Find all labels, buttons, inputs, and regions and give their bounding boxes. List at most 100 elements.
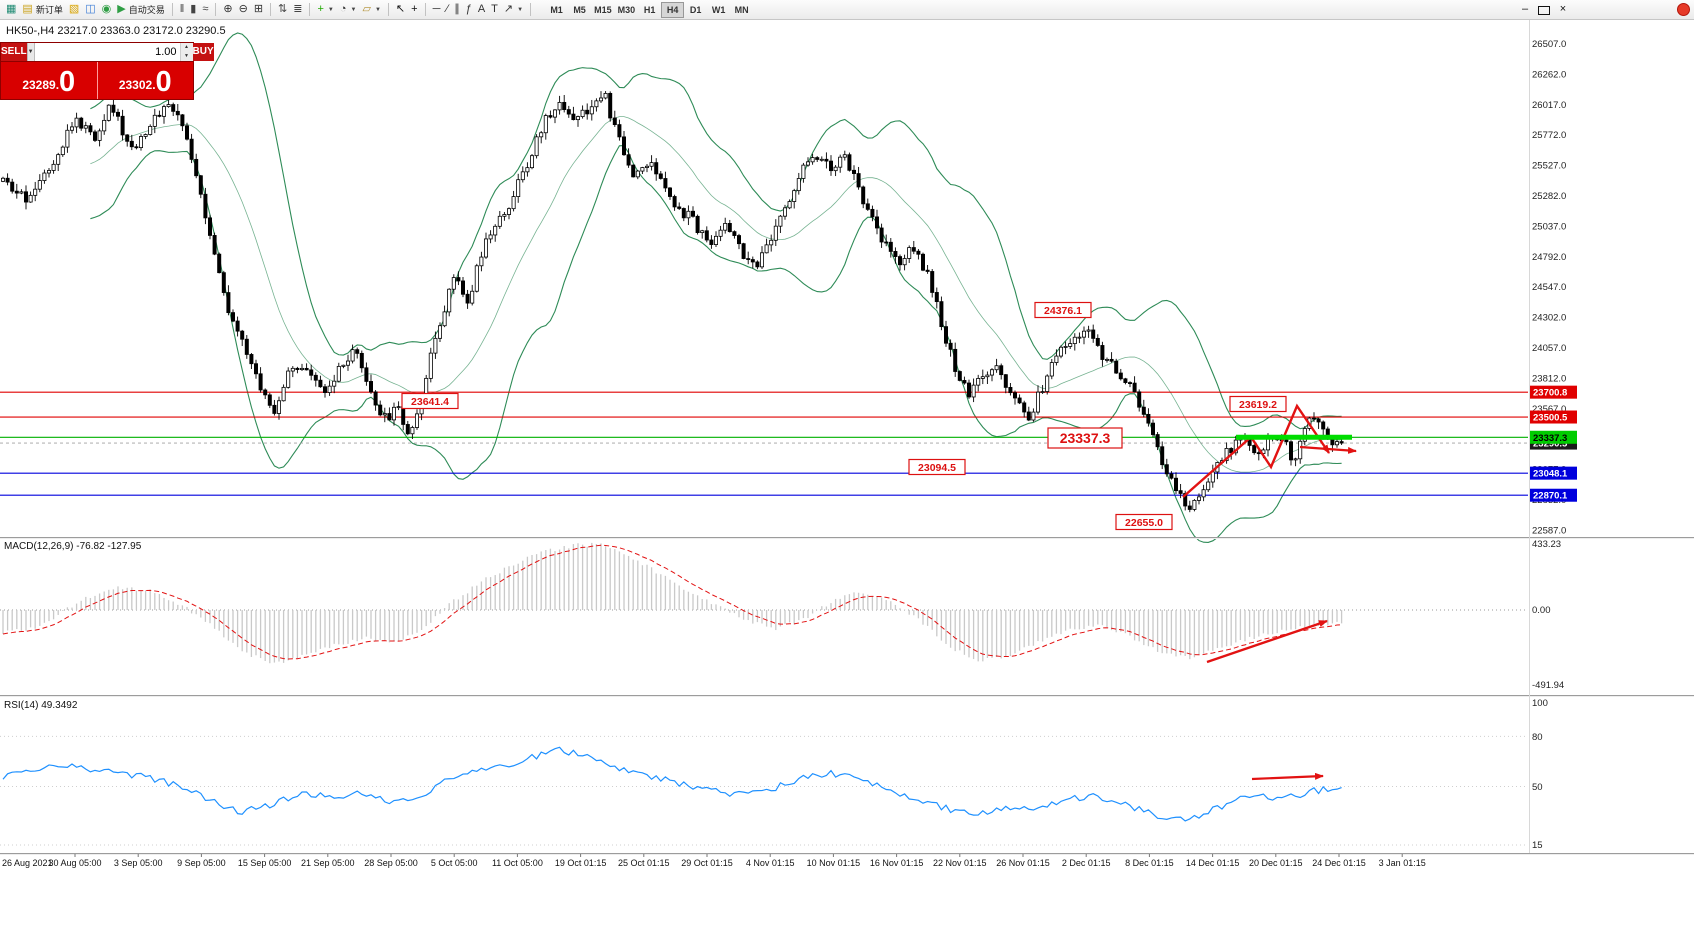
timeframe-h1[interactable]: H1 — [643, 4, 656, 15]
callout-box[interactable] — [908, 458, 966, 476]
svg-text:24547.0: 24547.0 — [1532, 282, 1566, 293]
horizontal-line-icon: ─ — [432, 3, 441, 15]
sell-price[interactable]: 23289. 0 — [1, 62, 97, 99]
svg-text:28 Sep 05:00: 28 Sep 05:00 — [364, 858, 418, 868]
help-info-icon[interactable]: ◉ — [99, 1, 115, 18]
sell-button[interactable]: SELL — [1, 43, 27, 61]
price-axis: 26507.0 26262.0 26017.0 25772.0 25527.0 25282… — [0, 20, 1694, 855]
callout-box[interactable] — [1047, 427, 1123, 449]
horizontal-line-icon[interactable]: ─ — [430, 1, 444, 18]
indicators-list-icon[interactable]: ≣ — [290, 1, 305, 18]
timeframe-h4[interactable]: H4 — [661, 1, 685, 18]
callout-text: 23337.3 — [1060, 430, 1111, 446]
trendline-icon[interactable]: ∕ — [443, 1, 451, 18]
close-icon[interactable]: × — [1559, 3, 1567, 15]
trade-controls-row: SELL ▼ ▲ ▼ BUY — [1, 43, 214, 62]
timeframe-w1[interactable]: W1 — [711, 4, 726, 15]
sell-price-main: 23289. — [22, 78, 60, 92]
svg-text:2 Dec 01:15: 2 Dec 01:15 — [1062, 858, 1111, 868]
svg-text:23567.0: 23567.0 — [1532, 404, 1566, 415]
svg-text:21 Sep 05:00: 21 Sep 05:00 — [301, 858, 355, 868]
toolbar-separator — [530, 3, 532, 16]
macd-trend-arrow[interactable] — [1206, 619, 1328, 664]
minimize-icon[interactable]: – — [1521, 3, 1529, 15]
toolbar-separator — [309, 3, 311, 16]
objects-list-icon[interactable]: ⇅ — [275, 1, 290, 18]
zoom-in-icon[interactable]: ⊕ — [220, 1, 235, 18]
order-type-dropdown-icon[interactable]: ▼ — [26, 43, 35, 61]
market-watch-icon[interactable]: ◫ — [82, 1, 98, 18]
horizontal-level-lines[interactable] — [0, 391, 1528, 496]
rsi-panel — [0, 735, 1528, 846]
trend-drawings[interactable] — [1182, 403, 1357, 781]
buy-button[interactable]: BUY — [192, 43, 214, 61]
periods-icon[interactable]: ◔ ▼ — [337, 1, 360, 18]
arrows-icon: ↗ — [503, 3, 514, 15]
toolbar-separator — [270, 3, 272, 16]
bar-chart-icon[interactable]: ‖ — [177, 1, 188, 18]
timeframe-mn[interactable]: MN — [734, 4, 749, 15]
fibonacci-icon[interactable]: ƒ — [463, 1, 475, 18]
crosshair-icon[interactable]: + — [408, 1, 420, 18]
tile-windows-icon[interactable]: ⊞ — [251, 1, 266, 18]
svg-text:25527.0: 25527.0 — [1532, 161, 1566, 172]
chart-title-ohlc: HK50-,H4 23217.0 23363.0 23172.0 23290.5 — [6, 25, 226, 37]
callout-text: 24376.1 — [1044, 305, 1082, 317]
cursor-icon[interactable]: ↖ — [393, 1, 408, 18]
svg-text:10 Nov 01:15: 10 Nov 01:15 — [807, 858, 861, 868]
caret-down-icon: ▼ — [374, 6, 381, 13]
zoom-out-icon: ⊖ — [238, 3, 248, 15]
cursor-icon: ↖ — [395, 3, 406, 15]
candlestick-series — [0, 91, 1344, 513]
text-icon[interactable]: A — [475, 1, 488, 18]
volume-up-icon[interactable]: ▲ — [180, 43, 193, 52]
callout-box[interactable] — [1229, 395, 1287, 413]
svg-text:25037.0: 25037.0 — [1532, 221, 1566, 232]
timeframe-m1[interactable]: M1 — [550, 4, 563, 15]
caret-down-icon: ▼ — [350, 6, 357, 13]
svg-text:24057.0: 24057.0 — [1532, 343, 1566, 354]
autotrade-button[interactable]: ▶ 自动交易 — [114, 1, 167, 18]
volume-input[interactable] — [34, 43, 180, 61]
new-order-icon: ▤ — [22, 3, 33, 15]
add-indicator-icon[interactable]: + ▼ — [314, 1, 336, 18]
callout-box[interactable] — [401, 392, 459, 410]
svg-text:19 Oct 01:15: 19 Oct 01:15 — [555, 858, 607, 868]
toolbar-separator — [215, 3, 217, 16]
candlestick-chart-icon[interactable]: ▮ — [187, 1, 199, 18]
timeframe-d1[interactable]: D1 — [689, 4, 702, 15]
text-label-icon: T — [491, 3, 498, 15]
new-order-button[interactable]: ▤ 新订单 — [19, 1, 65, 18]
chart-canvas[interactable]: 23641.4 24376.1 23619.2 23337.3 23094.5 22655… — [0, 20, 1694, 940]
svg-text:23337.3: 23337.3 — [1533, 433, 1567, 444]
new-chart-icon[interactable]: ▦ — [3, 1, 19, 18]
text-label-icon[interactable]: T — [488, 1, 501, 18]
sell-price-pips: 0 — [59, 66, 76, 98]
svg-text:26 Nov 01:15: 26 Nov 01:15 — [996, 858, 1050, 868]
templates-icon: ▱ — [362, 3, 371, 15]
price-arrow[interactable] — [1299, 445, 1357, 454]
callout-box[interactable] — [1034, 301, 1092, 319]
volume-down-icon[interactable]: ▼ — [180, 52, 193, 61]
svg-text:100: 100 — [1532, 698, 1548, 709]
timeframe-m5[interactable]: M5 — [573, 4, 586, 15]
callout-box[interactable] — [1115, 513, 1173, 531]
equidistant-channel-icon[interactable]: ∥ — [451, 1, 463, 18]
timeframe-m15[interactable]: M15 — [594, 4, 612, 15]
notification-icon[interactable] — [1677, 3, 1690, 16]
restore-icon[interactable] — [1538, 6, 1550, 15]
line-chart-icon[interactable]: ≈ — [199, 1, 211, 18]
zoom-out-icon[interactable]: ⊖ — [236, 1, 251, 18]
svg-text:433.23: 433.23 — [1532, 539, 1561, 550]
publish-icon[interactable]: ▧ — [66, 1, 82, 18]
main-toolbar: ▦ ▤ 新订单 ▧ ◫ ◉ ▶ 自动交易 ‖ ▮ ≈ ⊕ ⊖ ⊞ ⇅ ≣ + ▼ ◔ ▼ ▱ ▼ ↖ + ─ ∕ ∥ ƒ A T ↗ ▼ M1 M… — [0, 0, 1694, 20]
trend-zigzag-arrow[interactable] — [1182, 403, 1330, 498]
svg-text:24792.0: 24792.0 — [1532, 252, 1566, 263]
templates-icon[interactable]: ▱ ▼ — [359, 1, 383, 18]
arrows-icon[interactable]: ↗ ▼ — [501, 1, 526, 18]
timeframe-m30[interactable]: M30 — [617, 4, 636, 15]
buy-price[interactable]: 23302. 0 — [98, 62, 194, 99]
svg-text:22 Nov 01:15: 22 Nov 01:15 — [933, 858, 987, 868]
svg-text:-491.94: -491.94 — [1532, 680, 1564, 691]
rsi-trend-arrow[interactable] — [1251, 772, 1324, 781]
